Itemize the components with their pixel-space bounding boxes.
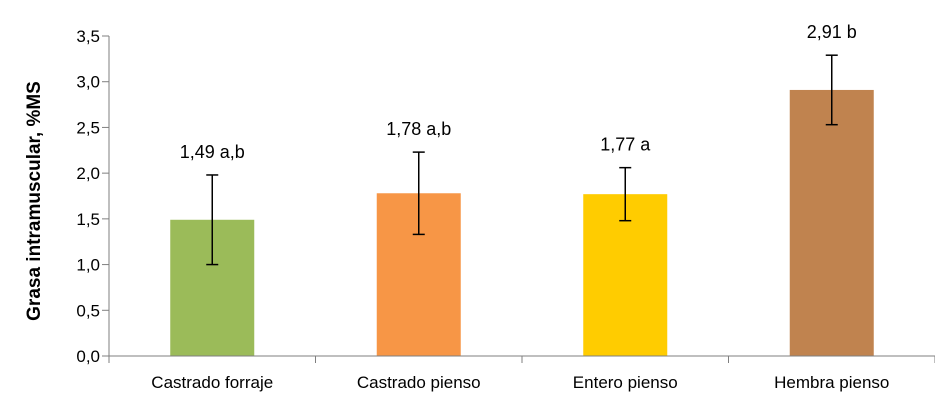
error-bars (206, 54, 838, 266)
y-tick-label: 1,0 (76, 256, 100, 275)
x-axis: Castrado forraje Castrado pienso Entero pi… (108, 355, 935, 392)
x-category-label: Hembra pienso (774, 373, 889, 392)
bar (789, 89, 874, 356)
y-tick-label: 3,0 (76, 73, 100, 92)
data-label: 1,77 a (600, 135, 651, 155)
data-label: 1,78 a,b (386, 119, 451, 139)
y-tick-label: 3,5 (76, 27, 100, 46)
y-axis-title: Grasa intramuscular, %MS (24, 81, 45, 321)
y-axis-title-group: Grasa intramuscular, %MS (24, 81, 45, 321)
y-axis: 0,0 0,5 1,0 1,5 2,0 2,5 3,0 3,5 (76, 27, 110, 366)
x-category-label: Entero pienso (573, 373, 678, 392)
data-label: 1,49 a,b (180, 142, 245, 162)
y-tick-label: 0,5 (76, 301, 100, 320)
data-labels: 1,49 a,b 1,78 a,b 1,77 a 2,91 b (180, 22, 857, 162)
bars (170, 89, 874, 356)
y-tick-label: 1,5 (76, 210, 100, 229)
data-label: 2,91 b (807, 22, 857, 42)
y-tick-label: 0,0 (76, 347, 100, 366)
y-tick-label: 2,5 (76, 118, 100, 137)
y-tick-label: 2,0 (76, 164, 100, 183)
x-category-label: Castrado forraje (151, 373, 273, 392)
x-category-label: Castrado pienso (357, 373, 481, 392)
